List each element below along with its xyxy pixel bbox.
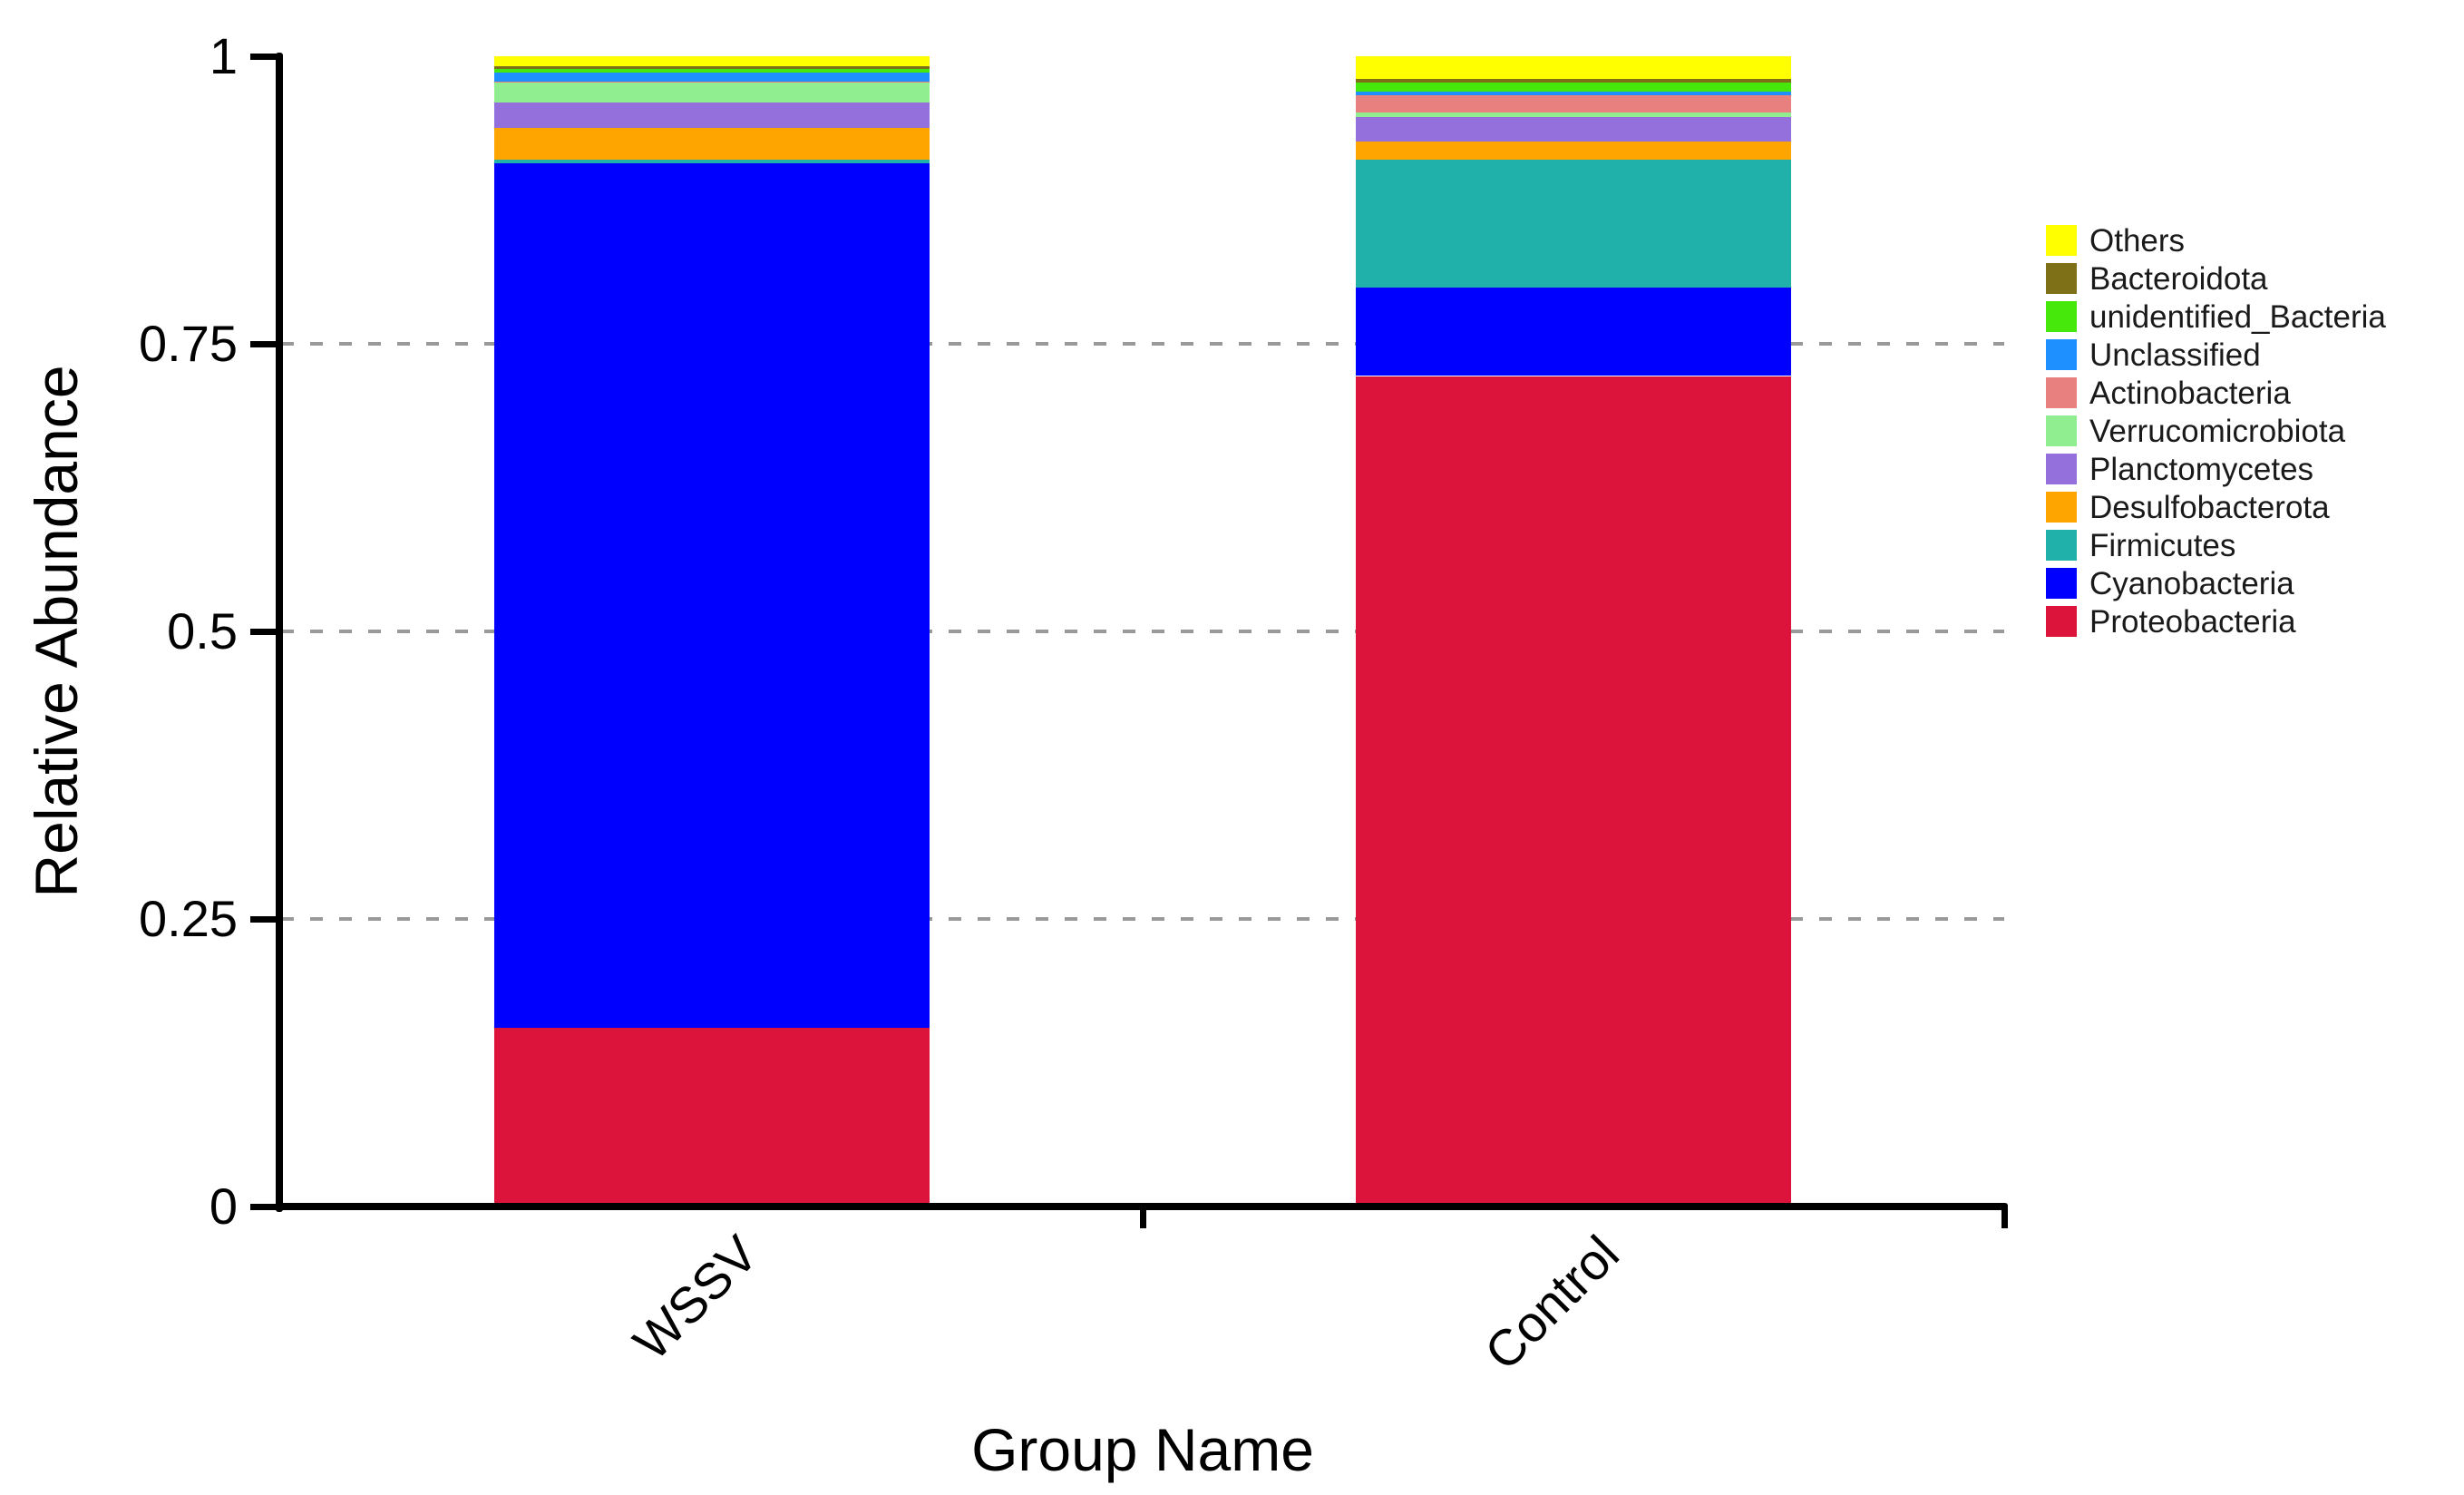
x-tick [1140,1208,1146,1228]
y-tick-label-1: 1 [209,27,238,84]
y-tick-0.25 [250,916,278,923]
bar-segment-Cyanobacteria-WSSV [494,162,930,1029]
bar-segment-Actinobacteria-WSSV [494,81,930,83]
y-tick-label-0: 0 [209,1177,238,1235]
legend-label-Planctomycetes: Planctomycetes [2089,451,2314,487]
x-axis-title: Group Name [971,1416,1314,1483]
y-tick-0 [250,1204,278,1210]
legend-item-Proteobacteria: Proteobacteria [2046,603,2386,640]
legend-swatch-Verrucomicrobiota [2046,415,2077,446]
legend-swatch-Unclassified [2046,339,2077,370]
x-tick [2001,1208,2008,1228]
bar-segment-Desulfobacterota-WSSV [494,127,930,161]
x-category-label-Control: Control [1474,1224,1631,1382]
legend-item-Planctomycetes: Planctomycetes [2046,451,2386,487]
bar-segment-Planctomycetes-Control [1356,117,1791,142]
bar-segment-Planctomycetes-WSSV [494,102,930,128]
gridline-0.25 [281,917,2004,921]
legend-label-Cyanobacteria: Cyanobacteria [2089,565,2294,601]
bar-segment-Bacteroidota-WSSV [494,66,930,69]
bar-segment-Bacteroidota-Control [1356,79,1791,83]
legend-label-Unclassified: Unclassified [2089,337,2261,373]
legend-item-unidentified_Bacteria: unidentified_Bacteria [2046,298,2386,335]
y-tick-1 [250,54,278,60]
gridline-0.5 [281,630,2004,633]
gridline-0.75 [281,342,2004,346]
legend-item-Firmicutes: Firmicutes [2046,527,2386,563]
legend-swatch-unidentified_Bacteria [2046,301,2077,332]
legend-swatch-Bacteroidota [2046,263,2077,294]
legend-swatch-Firmicutes [2046,530,2077,561]
legend-label-Proteobacteria: Proteobacteria [2089,603,2296,640]
legend-item-Desulfobacterota: Desulfobacterota [2046,492,2386,523]
bar-segment-Firmicutes-WSSV [494,160,930,163]
bar-segment-Unclassified-WSSV [494,72,930,82]
legend-label-Others: Others [2089,222,2186,259]
legend-item-Actinobacteria: Actinobacteria [2046,375,2386,411]
legend-item-Unclassified: Unclassified [2046,337,2386,373]
legend-label-Desulfobacterota: Desulfobacterota [2089,489,2330,525]
legend: Others Bacteroidota unidentified_Bacteria U… [2046,222,2386,640]
legend-swatch-Actinobacteria [2046,377,2077,408]
y-tick-label-0.5: 0.5 [167,602,238,660]
legend-label-unidentified_Bacteria: unidentified_Bacteria [2089,298,2386,335]
y-axis-line [276,53,283,1212]
legend-label-Actinobacteria: Actinobacteria [2089,375,2291,411]
legend-swatch-Desulfobacterota [2046,492,2077,523]
x-category-label-WSSV: WSSV [622,1224,769,1372]
bar-segment-Firmicutes-Control [1356,160,1791,288]
bar-segment-Desulfobacterota-Control [1356,141,1791,161]
legend-swatch-Cyanobacteria [2046,568,2077,599]
legend-swatch-Planctomycetes [2046,454,2077,484]
legend-swatch-Proteobacteria [2046,606,2077,637]
bar-segment-Unclassified-Control [1356,92,1791,96]
legend-item-Verrucomicrobiota: Verrucomicrobiota [2046,413,2386,449]
x-axis-line [276,1203,2008,1210]
y-tick-0.5 [250,629,278,635]
y-tick-0.75 [250,341,278,347]
y-tick-label-0.25: 0.25 [139,890,238,947]
bar-segment-Verrucomicrobiota-Control [1356,112,1791,118]
bar-segment-Proteobacteria-WSSV [494,1028,930,1207]
bar-segment-Actinobacteria-Control [1356,95,1791,113]
bar-segment-Others-Control [1356,56,1791,80]
legend-item-Others: Others [2046,222,2386,259]
bar-segment-unidentified_Bacteria-Control [1356,83,1791,93]
bar-segment-unidentified_Bacteria-WSSV [494,68,930,73]
legend-label-Firmicutes: Firmicutes [2089,527,2236,563]
legend-label-Bacteroidota: Bacteroidota [2089,260,2268,297]
bar-segment-Proteobacteria-Control [1356,376,1791,1207]
bar-segment-Verrucomicrobiota-WSSV [494,83,930,103]
legend-label-Verrucomicrobiota: Verrucomicrobiota [2089,413,2346,449]
bar-segment-Cyanobacteria-Control [1356,287,1791,376]
legend-item-Bacteroidota: Bacteroidota [2046,260,2386,297]
bar-segment-Others-WSSV [494,56,930,67]
legend-item-Cyanobacteria: Cyanobacteria [2046,565,2386,601]
y-tick-label-0.75: 0.75 [139,315,238,372]
legend-swatch-Others [2046,225,2077,256]
